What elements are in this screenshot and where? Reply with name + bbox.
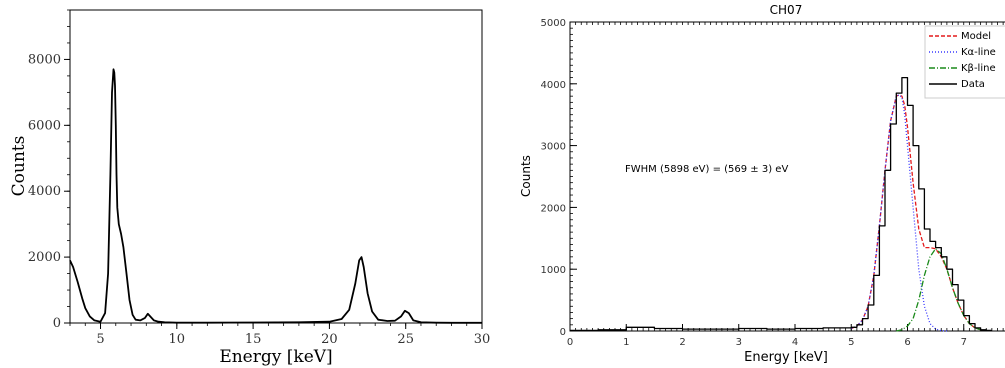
legend-entry-model: Model bbox=[929, 31, 991, 42]
right-x-tick-label: 6 bbox=[904, 337, 910, 348]
right-series-data bbox=[570, 76, 992, 332]
right-y-tick-label: 0 bbox=[560, 327, 566, 338]
right-y-tick-label: 1000 bbox=[541, 265, 566, 276]
legend-entry-kalpha: Kα-line bbox=[929, 47, 996, 58]
right-y-tick-label: 4000 bbox=[541, 80, 566, 91]
left-axis-ticks: 5 10 15 20 25 30 0 2000 4000 6000 8000 bbox=[28, 9, 491, 347]
legend-label-model: Model bbox=[961, 31, 991, 42]
left-y-tick-label: 2000 bbox=[28, 250, 61, 265]
right-x-tick-label: 2 bbox=[679, 337, 685, 348]
right-y-axis-label: Counts bbox=[519, 155, 533, 197]
right-y-tick-label: 2000 bbox=[541, 203, 566, 214]
legend-entry-kbeta: Kβ-line bbox=[929, 63, 996, 74]
right-x-tick-label: 0 bbox=[567, 337, 573, 348]
legend-box bbox=[924, 25, 1005, 99]
right-y-tick-label: 3000 bbox=[541, 142, 566, 153]
right-fwhm-annotation: FWHM (5898 eV) = (569 ± 3) eV bbox=[625, 164, 788, 175]
left-plot-frame bbox=[69, 9, 483, 324]
legend-label-kbeta: Kβ-line bbox=[961, 63, 996, 74]
left-y-tick-label: 6000 bbox=[28, 118, 61, 133]
right-series-group bbox=[570, 76, 992, 332]
right-legend: Model Kα-line Kβ-line Data bbox=[924, 25, 1005, 99]
legend-entry-data: Data bbox=[929, 79, 985, 90]
right-series-k-line bbox=[896, 248, 981, 332]
left-x-tick-label: 10 bbox=[169, 332, 186, 347]
right-chart-title: CH07 bbox=[770, 3, 803, 17]
right-chart: 0 1 2 3 4 5 6 7 0 1000 2000 3000 4000 5000 CH07 Energ… bbox=[519, 3, 1005, 365]
left-chart: 5 10 15 20 25 30 0 2000 4000 6000 8000 Energy [keV… bbox=[9, 9, 491, 367]
left-x-tick-label: 15 bbox=[245, 332, 262, 347]
left-x-axis-label: Energy [keV] bbox=[219, 347, 332, 367]
right-x-tick-label: 3 bbox=[736, 337, 742, 348]
left-x-tick-label: 5 bbox=[96, 332, 104, 347]
left-y-axis-label: Counts bbox=[9, 136, 29, 197]
right-x-axis-label: Energy [keV] bbox=[744, 350, 828, 365]
right-axis-ticks: 0 1 2 3 4 5 6 7 0 1000 2000 3000 4000 5000 bbox=[541, 18, 1004, 348]
left-series-series-0 bbox=[69, 68, 482, 324]
left-y-tick-label: 4000 bbox=[28, 184, 61, 199]
left-series-group bbox=[69, 68, 482, 324]
right-x-tick-label: 1 bbox=[623, 337, 629, 348]
right-y-tick-label: 5000 bbox=[541, 18, 566, 29]
right-x-tick-label: 7 bbox=[961, 337, 967, 348]
left-x-tick-label: 25 bbox=[397, 332, 414, 347]
right-series-k-line bbox=[851, 94, 947, 332]
right-x-tick-label: 5 bbox=[848, 337, 854, 348]
left-y-tick-label: 0 bbox=[53, 316, 61, 331]
right-series-model bbox=[851, 94, 981, 331]
left-y-tick-label: 8000 bbox=[28, 52, 61, 67]
legend-label-data: Data bbox=[961, 79, 985, 90]
left-x-tick-label: 20 bbox=[321, 332, 338, 347]
right-x-tick-label: 4 bbox=[792, 337, 798, 348]
legend-label-kalpha: Kα-line bbox=[961, 47, 996, 58]
left-x-tick-label: 30 bbox=[474, 332, 491, 347]
